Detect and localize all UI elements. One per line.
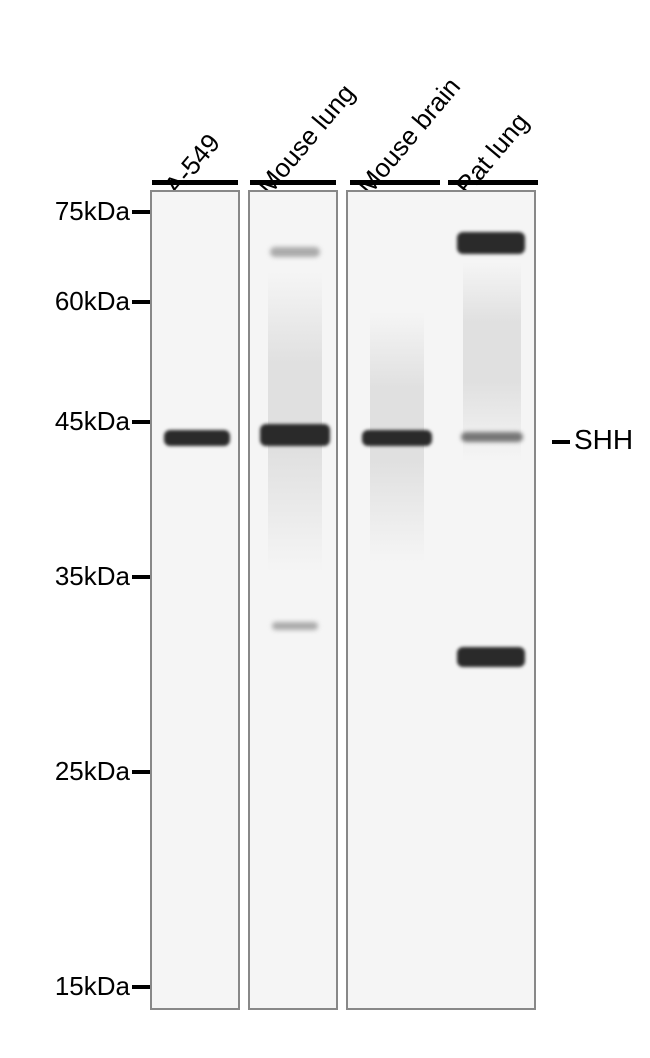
band-rat-lung-upper xyxy=(457,232,525,254)
mw-tick-75 xyxy=(132,210,150,214)
band-mouse-lung-lower xyxy=(272,622,318,630)
western-blot-figure: 75kDa 60kDa 45kDa 35kDa 25kDa 15kDa A-54… xyxy=(0,0,650,1058)
mw-tick-15 xyxy=(132,985,150,989)
mw-label-15: 15kDa xyxy=(0,971,130,1002)
blot-lanes-area xyxy=(150,190,550,1010)
lane-mouse-lung xyxy=(250,192,338,1008)
mw-label-45: 45kDa xyxy=(0,406,130,437)
lane-group-3 xyxy=(346,190,536,1010)
mw-label-75: 75kDa xyxy=(0,196,130,227)
target-tick xyxy=(552,440,570,444)
band-rat-lung-lower xyxy=(457,647,525,667)
smear-mouse-lung xyxy=(268,272,322,572)
band-rat-lung-shh xyxy=(461,432,523,442)
mw-tick-45 xyxy=(132,420,150,424)
lane-mouse-brain xyxy=(348,192,443,1008)
band-mouse-lung-upper xyxy=(270,247,320,257)
mw-label-35: 35kDa xyxy=(0,561,130,592)
lane-a549 xyxy=(152,192,240,1008)
mw-tick-60 xyxy=(132,300,150,304)
lane-rat-lung xyxy=(443,192,536,1008)
mw-label-60: 60kDa xyxy=(0,286,130,317)
lane-group-1 xyxy=(150,190,240,1010)
lane-group-2 xyxy=(248,190,338,1010)
target-label: SHH xyxy=(574,424,633,456)
band-mouse-brain-shh xyxy=(362,430,432,446)
lane-header-rat-lung: Rat lung xyxy=(449,107,535,201)
mw-tick-25 xyxy=(132,770,150,774)
band-a549-shh xyxy=(164,430,230,446)
mw-label-25: 25kDa xyxy=(0,756,130,787)
band-mouse-lung-shh xyxy=(260,424,330,446)
mw-tick-35 xyxy=(132,575,150,579)
